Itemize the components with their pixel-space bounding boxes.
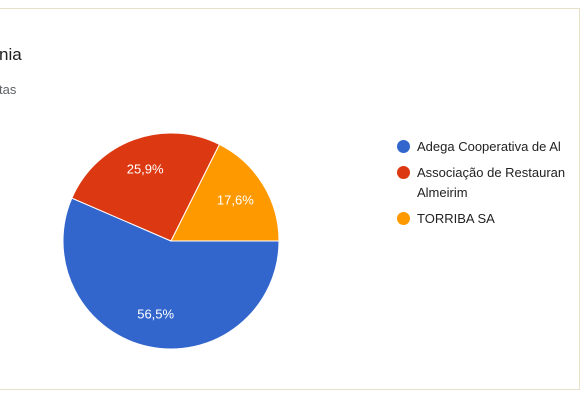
legend-item: Associação de Restauran Almeirim (395, 163, 579, 203)
legend-label: TORRIBA SA (417, 211, 495, 226)
legend: Adega Cooperativa de Al Associação de Res… (395, 137, 579, 235)
legend-marker (397, 166, 410, 179)
pie-slice (62, 197, 280, 350)
pie-slice (71, 132, 221, 242)
card: nia tas 56,5% 25,9% 17,6% Adega Cooperativ… (0, 8, 580, 390)
slice-label: 25,9% (127, 161, 164, 176)
chart: 56,5% 25,9% 17,6% (62, 132, 280, 350)
legend-item: TORRIBA SA (395, 209, 579, 229)
legend-item: Adega Cooperativa de Al (395, 137, 579, 157)
pie-slice (170, 143, 280, 242)
slice-label: 17,6% (217, 193, 254, 208)
legend-label: Associação de Restauran Almeirim (417, 165, 566, 200)
chart-title: nia (0, 45, 22, 64)
legend-label: Adega Cooperativa de Al (417, 139, 561, 154)
slice-label: 56,5% (137, 306, 174, 321)
legend-marker (397, 140, 410, 153)
legend-marker (397, 212, 410, 225)
chart-subtitle: tas (0, 82, 17, 97)
